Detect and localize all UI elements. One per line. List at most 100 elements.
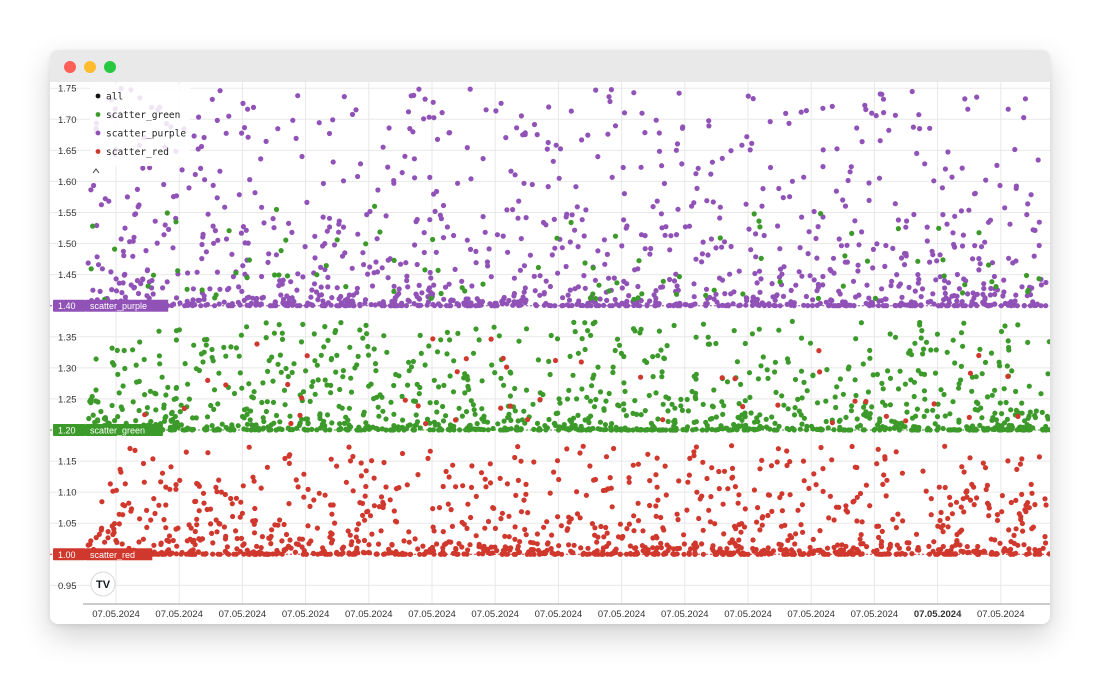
scatter-point: [266, 427, 272, 433]
scatter-point: [924, 408, 930, 414]
scatter-point: [94, 222, 100, 229]
scatter-point: [136, 539, 142, 545]
scatter-point: [279, 538, 285, 544]
scatter-point: [512, 536, 518, 542]
scatter-point: [453, 484, 459, 490]
scatter-point: [211, 387, 218, 393]
scatter-point: [239, 510, 245, 516]
scatter-point: [91, 182, 97, 189]
scatter-point: [196, 483, 202, 489]
scatter-point: [226, 302, 232, 308]
scatter-point: [300, 321, 306, 327]
scatter-point: [166, 533, 173, 539]
scatter-point: [472, 411, 478, 417]
scatter-point: [881, 472, 887, 478]
scatter-point: [620, 164, 626, 171]
scatter-point: [271, 225, 277, 231]
scatter-point: [807, 273, 813, 279]
scatter-point: [595, 364, 601, 370]
scatter-point: [161, 517, 167, 523]
x-tick-label: 07.05.2024: [408, 609, 456, 620]
scatter-point: [186, 396, 192, 402]
scatter-point: [127, 445, 133, 452]
scatter-point: [758, 276, 764, 282]
scatter-point: [545, 184, 551, 190]
legend-item-scatter_purple[interactable]: scatter_purple: [95, 129, 187, 140]
scatter-point: [336, 229, 342, 235]
scatter-point: [877, 138, 883, 144]
tradingview-logo[interactable]: TV: [90, 571, 116, 597]
scatter-point: [1033, 408, 1039, 414]
scatter-point: [161, 181, 167, 188]
scatter-point: [736, 522, 742, 528]
scatter-point: [901, 262, 908, 268]
legend-item-scatter_green[interactable]: scatter_green: [95, 110, 181, 121]
scatter-point: [961, 469, 967, 475]
scatter-point: [749, 140, 755, 146]
scatter-point: [867, 347, 873, 353]
scatter-point: [309, 287, 315, 293]
scatter-point: [779, 491, 785, 497]
scatter-point: [743, 302, 749, 308]
scatter-point: [500, 233, 506, 239]
scatter-point: [815, 284, 822, 290]
scatter-point: [947, 494, 953, 500]
scatter-point: [700, 239, 706, 245]
scatter-point: [772, 420, 778, 426]
scatter-point: [941, 391, 947, 398]
scatter-point: [450, 389, 457, 395]
scatter-point: [559, 245, 565, 251]
scatter-point: [564, 211, 570, 217]
zoom-button[interactable]: [104, 61, 116, 73]
scatter-point: [990, 550, 996, 557]
scatter-point: [779, 393, 785, 399]
scatter-point: [575, 350, 582, 356]
scatter-point: [173, 482, 179, 488]
scatter-point: [872, 426, 878, 432]
scatter-chart[interactable]: 0.951.001.051.101.151.201.251.301.351.40…: [50, 82, 1050, 624]
scatter-point: [961, 320, 967, 326]
scatter-point: [131, 284, 137, 290]
scatter-point: [568, 548, 574, 554]
scatter-point: [229, 251, 235, 257]
scatter-point: [299, 153, 305, 160]
scatter-point: [522, 420, 528, 426]
scatter-point: [312, 391, 318, 397]
scatter-point: [312, 233, 318, 239]
scatter-point: [876, 534, 882, 540]
scatter-point: [659, 374, 665, 380]
scatter-point: [342, 250, 348, 256]
price-label-value: 1.20: [58, 426, 76, 436]
scatter-point: [663, 492, 669, 498]
scatter-point: [877, 416, 883, 422]
scatter-point: [754, 519, 760, 525]
scatter-point: [997, 363, 1003, 369]
scatter-point: [1019, 456, 1025, 462]
scatter-point: [214, 195, 220, 201]
scatter-point: [902, 381, 909, 387]
minimize-button[interactable]: [84, 61, 96, 73]
scatter-point: [773, 389, 779, 395]
scatter-point: [981, 281, 987, 287]
scatter-point: [787, 533, 793, 539]
legend-collapse-icon[interactable]: [92, 168, 100, 174]
scatter-point: [164, 279, 170, 285]
scatter-point: [736, 492, 742, 498]
scatter-point: [827, 493, 834, 499]
scatter-point: [90, 287, 96, 293]
scatter-point: [811, 277, 817, 283]
scatter-point: [1021, 115, 1027, 121]
close-button[interactable]: [64, 61, 76, 73]
scatter-point: [503, 135, 509, 141]
scatter-point: [233, 528, 239, 534]
scatter-point: [529, 181, 535, 188]
scatter-point: [699, 259, 705, 265]
scatter-point: [534, 132, 540, 138]
scatter-point: [277, 352, 283, 358]
scatter-point: [630, 326, 637, 332]
scatter-point: [318, 264, 324, 270]
scatter-point: [328, 540, 335, 546]
scatter-point: [711, 296, 717, 302]
legend-item-scatter_red[interactable]: scatter_red: [95, 147, 169, 158]
scatter-point: [421, 230, 427, 236]
